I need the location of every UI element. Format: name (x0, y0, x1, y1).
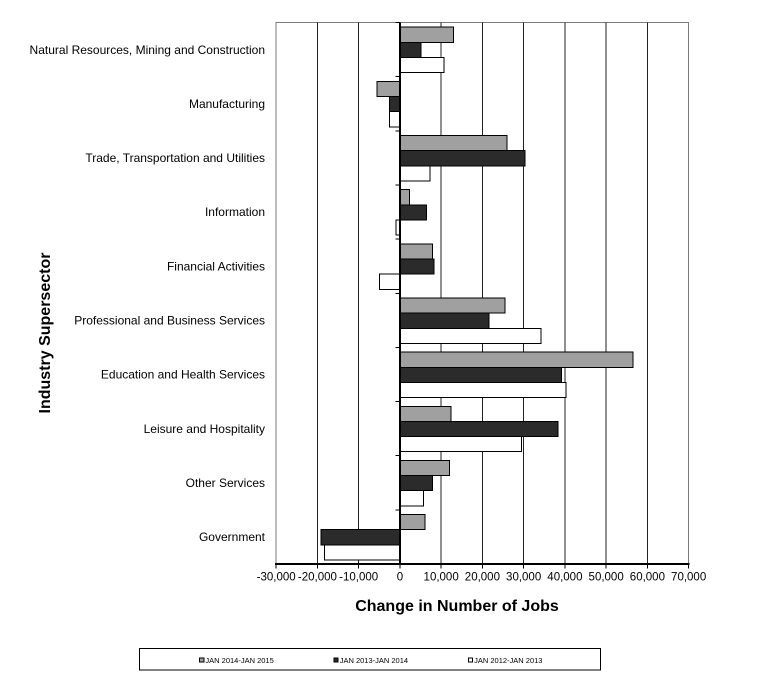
svg-text:Financial Activities: Financial Activities (167, 259, 265, 273)
svg-text:JAN 2014-JAN 2015: JAN 2014-JAN 2015 (205, 656, 273, 665)
svg-text:Leisure and Hospitality: Leisure and Hospitality (144, 422, 265, 436)
svg-text:Trade, Transportation and Util: Trade, Transportation and Utilities (85, 151, 265, 165)
svg-text:0: 0 (397, 572, 403, 584)
svg-text:70,000: 70,000 (671, 572, 706, 584)
svg-text:20,000: 20,000 (465, 572, 500, 584)
svg-text:Other Services: Other Services (186, 476, 265, 490)
svg-text:10,000: 10,000 (424, 572, 459, 584)
svg-text:Education and Health Services: Education and Health Services (101, 368, 265, 382)
svg-text:JAN 2013-JAN 2014: JAN 2013-JAN 2014 (340, 656, 408, 665)
svg-text:Information: Information (205, 205, 265, 219)
svg-text:Government: Government (199, 530, 266, 544)
svg-text:Industry Supersector: Industry Supersector (37, 253, 54, 414)
svg-text:Professional and Business Serv: Professional and Business Services (74, 314, 265, 328)
svg-text:60,000: 60,000 (630, 572, 665, 584)
svg-text:30,000: 30,000 (506, 572, 541, 584)
svg-text:-10,000: -10,000 (339, 572, 378, 584)
svg-text:-20,000: -20,000 (298, 572, 337, 584)
svg-text:-30,000: -30,000 (257, 572, 296, 584)
svg-text:Natural Resources, Mining and: Natural Resources, Mining and Constructi… (30, 43, 265, 57)
svg-text:40,000: 40,000 (547, 572, 582, 584)
svg-text:Change in Number of Jobs: Change in Number of Jobs (355, 598, 559, 615)
svg-text:Manufacturing: Manufacturing (189, 97, 265, 111)
svg-text:JAN 2012-JAN 2013: JAN 2012-JAN 2013 (474, 656, 542, 665)
svg-text:50,000: 50,000 (589, 572, 624, 584)
